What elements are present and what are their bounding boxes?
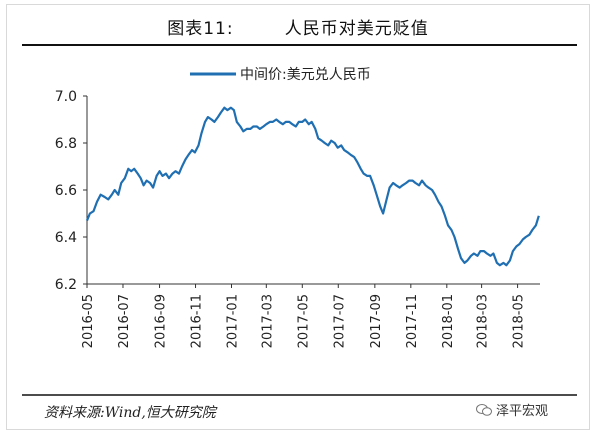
figure-title: 图表11: 人民币对美元贬值 [167,19,429,39]
x-tick-label: 2016-05 [81,294,96,348]
x-tick-label: 2016-11 [190,294,205,348]
y-tick-label: 7.0 [55,89,77,105]
x-tick-labels: 2016-05 2016-07 2016-09 2016-11 2017-01 2017-… [81,284,527,348]
series-line [85,106,540,267]
x-tick-label: 2016-07 [117,294,132,348]
x-tick-label: 2017-01 [226,294,241,348]
x-tick-label: 2017-11 [405,294,420,348]
source-note: 资料来源:Wind,恒大研究院 [44,405,216,421]
x-tick-label: 2017-03 [260,294,275,348]
legend-label: 中间价:美元兑人民币 [240,67,371,83]
x-tick-label: 2018-05 [512,294,527,348]
x-tick-label: 2016-09 [154,294,169,348]
x-tick-label: 2017-05 [296,294,311,348]
x-tick-label: 2017-09 [369,294,384,348]
x-tick-label: 2018-03 [476,294,491,348]
y-tick-label: 6.2 [55,277,77,293]
wechat-icon [476,404,492,416]
series-group [85,106,540,267]
brand-watermark: 泽平宏观 [476,400,548,419]
chart-legend: 中间价:美元兑人民币 [190,67,371,83]
figure-frame [6,4,590,430]
y-tick-label: 6.4 [55,230,77,246]
brand-label: 泽平宏观 [496,404,549,419]
y-tick-label: 6.6 [55,183,77,199]
y-tick-label: 6.8 [55,136,77,152]
x-tick-label: 2017-07 [332,294,347,348]
y-tick-labels: 7.0 6.8 6.6 6.4 6.2 [55,89,87,293]
x-tick-label: 2018-01 [441,294,456,348]
